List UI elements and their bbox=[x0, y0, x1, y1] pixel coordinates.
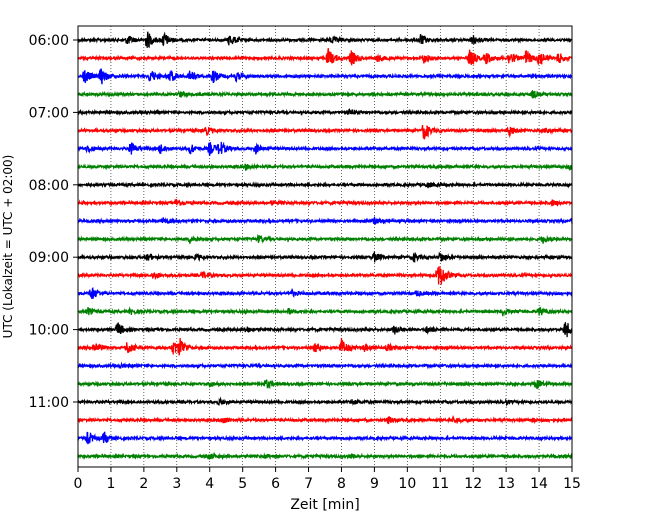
seismic-trace bbox=[77, 233, 573, 244]
seismic-trace bbox=[77, 48, 573, 66]
x-tick-label: 5 bbox=[238, 476, 247, 492]
y-tick-label: 06:00 bbox=[29, 33, 69, 49]
seismic-trace bbox=[77, 198, 573, 207]
seismic-trace bbox=[77, 415, 573, 425]
seismic-trace bbox=[77, 31, 573, 49]
x-tick-label: 8 bbox=[337, 476, 346, 492]
y-tick-label: 07:00 bbox=[29, 105, 69, 121]
seismic-trace bbox=[77, 251, 573, 264]
x-tick-label: 2 bbox=[139, 476, 148, 492]
x-tick-label: 12 bbox=[464, 476, 482, 492]
seismic-trace bbox=[77, 287, 573, 299]
x-tick-label: 14 bbox=[530, 476, 548, 492]
x-tick-label: 11 bbox=[431, 476, 449, 492]
y-tick-label: 10:00 bbox=[29, 323, 69, 339]
traces-layer bbox=[77, 31, 573, 461]
seismic-trace bbox=[77, 68, 573, 85]
seismic-trace bbox=[77, 451, 573, 461]
y-ticks: 06:00 07:00 08:00 09:00 10:00 11:00 bbox=[29, 33, 78, 411]
plot-frame bbox=[77, 25, 573, 468]
seismic-trace bbox=[77, 431, 573, 445]
seismic-trace bbox=[77, 266, 573, 285]
seismic-trace bbox=[77, 322, 573, 338]
x-tick-label: 10 bbox=[398, 476, 416, 492]
x-tick-label: 9 bbox=[370, 476, 379, 492]
seismic-trace bbox=[77, 181, 573, 189]
seismic-trace bbox=[77, 89, 573, 100]
seismic-trace bbox=[77, 396, 573, 407]
seismic-trace bbox=[77, 379, 573, 390]
x-tick-label: 4 bbox=[205, 476, 214, 492]
x-tick-label: 7 bbox=[304, 476, 313, 492]
seismic-trace bbox=[77, 361, 573, 370]
seismic-trace bbox=[77, 337, 573, 356]
y-tick-label: 11:00 bbox=[29, 395, 69, 411]
y-tick-label: 09:00 bbox=[29, 250, 69, 266]
seismic-trace bbox=[77, 108, 573, 117]
y-axis-label: UTC (Lokalzeit = UTC + 02:00) bbox=[1, 155, 15, 339]
x-ticks: 0 1 2 3 4 5 6 7 8 9 10 11 12 13 14 15 bbox=[74, 467, 581, 492]
seismic-trace bbox=[77, 125, 573, 140]
x-tick-label: 15 bbox=[563, 476, 581, 492]
seismic-trace bbox=[77, 215, 573, 225]
x-tick-label: 3 bbox=[172, 476, 181, 492]
x-tick-label: 0 bbox=[74, 476, 83, 492]
seismic-trace bbox=[77, 141, 573, 156]
x-tick-label: 6 bbox=[271, 476, 280, 492]
x-tick-label: 1 bbox=[106, 476, 115, 492]
x-tick-label: 13 bbox=[497, 476, 515, 492]
seismic-trace bbox=[77, 306, 573, 317]
y-tick-label: 08:00 bbox=[29, 178, 69, 194]
seismic-trace bbox=[77, 162, 573, 171]
x-axis-label: Zeit [min] bbox=[290, 497, 359, 513]
